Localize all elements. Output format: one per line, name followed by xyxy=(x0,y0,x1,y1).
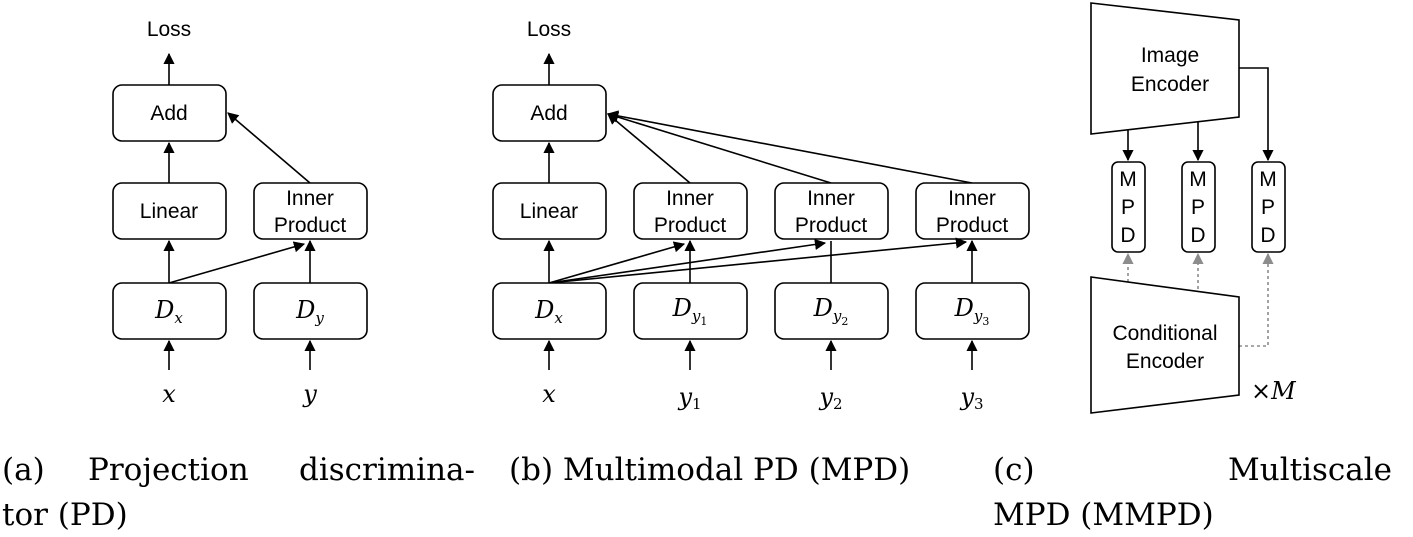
dy2-label: Dy2 xyxy=(813,294,849,328)
inner-product-label-line1: Inner xyxy=(666,187,714,210)
panel-c: Image Encoder M P D M P D M P D Conditio… xyxy=(1090,2,1297,414)
mpd-letter-p: P xyxy=(1261,196,1275,219)
add-box xyxy=(112,84,227,142)
inner-product-box-3 xyxy=(915,182,1030,240)
caption-c-tag: (c) xyxy=(993,452,1035,488)
mpd-block-3: M P D xyxy=(1251,161,1286,253)
caption-a-word1: Projection xyxy=(88,452,249,488)
caption-a-line2: tor (PD) xyxy=(2,497,128,533)
input-y1: y1 xyxy=(677,383,701,413)
inner-product-label-line1: Inner xyxy=(807,187,855,210)
inner-product-label-line2: Product xyxy=(654,214,727,237)
caption-c-word: Multiscale xyxy=(1228,452,1393,488)
conditional-encoder-trapezoid xyxy=(1090,276,1240,414)
caption-b: (b) Multimodal PD (MPD) xyxy=(509,452,911,488)
mpd-box xyxy=(1111,161,1146,253)
image-encoder-label-line1: Image xyxy=(1141,44,1199,67)
caption-c-line2: MPD (MMPD) xyxy=(993,497,1214,533)
inner-product-label-line2: Product xyxy=(795,214,868,237)
inner-product-box xyxy=(253,182,368,240)
input-y3: y3 xyxy=(959,383,983,413)
inner-product-label-line2: Product xyxy=(936,214,1009,237)
inner-product-box-2 xyxy=(774,182,889,240)
add-label: Add xyxy=(150,102,187,125)
mpd-block-1: M P D xyxy=(1111,161,1146,253)
input-y: y xyxy=(302,380,317,408)
loss-label: Loss xyxy=(527,18,571,41)
multiplier-label: ×M xyxy=(1251,377,1297,405)
dx-label: Dx xyxy=(154,296,183,327)
mpd-letter-d: D xyxy=(1260,224,1275,247)
mpd-letter-d: D xyxy=(1190,224,1205,247)
linear-label: Linear xyxy=(520,200,578,223)
conditional-encoder-label-line2: Encoder xyxy=(1126,350,1204,373)
inner-product-label-line1: Inner xyxy=(286,187,334,210)
dy2-box xyxy=(774,282,889,340)
dy-label: Dy xyxy=(295,296,324,327)
input-y2: y2 xyxy=(818,383,842,413)
inner-product-label-line2: Product xyxy=(274,214,347,237)
input-x: x xyxy=(162,380,176,408)
caption-a-word2: discrimina- xyxy=(299,452,475,488)
arrow-inner3-to-add xyxy=(606,110,973,184)
image-encoder-trapezoid xyxy=(1090,2,1240,135)
mpd-block-2: M P D xyxy=(1181,161,1216,253)
mpd-letter-m: M xyxy=(1119,168,1137,191)
add-box xyxy=(492,84,607,142)
mpd-box xyxy=(1251,161,1286,253)
dx-box xyxy=(112,282,227,340)
input-x: x xyxy=(542,380,556,408)
linear-box xyxy=(112,182,227,240)
panel-a: Loss Add Linear Inner Product Dx Dy x y xyxy=(112,18,368,408)
arrow-dx-to-inner2 xyxy=(548,238,827,284)
arrow-inner1-to-add xyxy=(607,113,691,184)
dy1-box xyxy=(633,282,748,340)
arrow-dx-to-inner1 xyxy=(548,241,686,284)
arrow-inner-to-add xyxy=(227,112,311,184)
mpd-letter-m: M xyxy=(1189,168,1207,191)
image-encoder-label-line2: Encoder xyxy=(1131,73,1209,96)
mpd-letter-p: P xyxy=(1121,196,1135,219)
panel-b: Loss Add Linear Inner Product Inner Prod… xyxy=(492,18,1030,413)
add-label: Add xyxy=(530,102,567,125)
dy1-label: Dy1 xyxy=(672,294,708,328)
caption-a-tag: (a) xyxy=(2,452,45,488)
mpd-box xyxy=(1181,161,1216,253)
dy3-box xyxy=(915,282,1030,340)
inner-product-box-1 xyxy=(633,182,748,240)
arrow-inner2-to-add xyxy=(606,111,832,184)
loss-label: Loss xyxy=(147,18,191,41)
mpd-letter-p: P xyxy=(1191,196,1205,219)
linear-label: Linear xyxy=(140,200,198,223)
dy-box xyxy=(253,282,368,340)
dashed-arrow-cond-to-mpd3 xyxy=(1239,252,1274,347)
mpd-letter-m: M xyxy=(1259,168,1277,191)
arrow-dx-to-inner xyxy=(168,241,306,284)
arrow-encoder-to-mpd3 xyxy=(1239,67,1274,162)
conditional-encoder-label-line1: Conditional xyxy=(1112,322,1217,345)
dx-box xyxy=(492,282,607,340)
arrow-dx-to-inner3 xyxy=(548,237,968,284)
dy3-label: Dy3 xyxy=(954,294,990,328)
inner-product-label-line1: Inner xyxy=(948,187,996,210)
linear-box xyxy=(492,182,607,240)
dx-label: Dx xyxy=(534,296,563,327)
mpd-letter-d: D xyxy=(1120,224,1135,247)
